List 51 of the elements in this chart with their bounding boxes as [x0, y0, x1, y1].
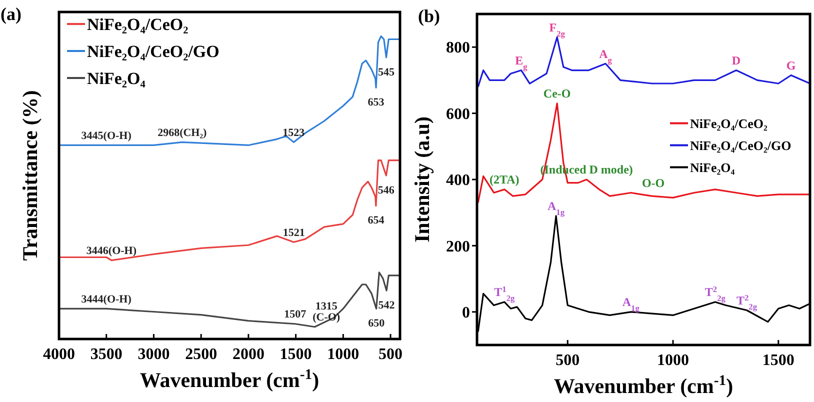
annotation: 3444(O-H): [81, 294, 132, 306]
annotation: 654: [368, 214, 385, 227]
annotation: 1521: [282, 226, 305, 239]
x-tick-label: 2500: [185, 346, 218, 363]
annotation: A$_{1g}$: [548, 199, 566, 217]
x-tick-label: 1500: [280, 346, 312, 363]
annotation: 2968(CH₂): [158, 127, 208, 140]
y-tick-label: 400: [446, 172, 470, 190]
y-tick-label: 600: [446, 106, 470, 123]
annotation: E$_{g}$: [515, 53, 528, 71]
legend-label: NiFe₂O₄: [690, 160, 735, 175]
x-tick-label: 1000: [657, 352, 690, 369]
chart-title: (b): [418, 6, 440, 26]
x-axis-title: Wavenumber (cm$^{-1}$): [554, 373, 734, 398]
x-tick-label: 1500: [762, 352, 794, 369]
legend-label: NiFe₂O₄: [87, 68, 146, 88]
legend-label: NiFe₂O₄/CeO₂: [690, 116, 768, 131]
annotation: F$_{2g}$: [549, 20, 566, 38]
x-tick-label: 2000: [232, 346, 264, 363]
x-tick-label: 1000: [327, 346, 360, 363]
annotation: 1523: [282, 127, 306, 140]
annotation: 3446(O-H): [86, 245, 137, 258]
annotation: (2TA): [490, 172, 520, 187]
y-axis-title: Intensity (a.u): [410, 116, 434, 243]
annotation: A$_{1g}$: [622, 295, 640, 313]
y-tick-label: 800: [446, 40, 470, 57]
x-axis-title: Wavenumber (cm$^{-1}$): [140, 367, 320, 392]
annotation: 542: [378, 299, 396, 312]
legend-label: NiFe₂O₄/CeO₂/GO: [87, 42, 220, 61]
y-tick-label: 0: [462, 304, 470, 322]
x-tick-label: 4000: [43, 346, 75, 363]
annotation: 3445(O-H): [81, 130, 132, 142]
legend-label: NiFe₂O₄/CeO₂: [87, 14, 188, 34]
x-tick-label: 3500: [90, 346, 122, 363]
x-tick-label: 500: [556, 352, 580, 369]
annotation: 653: [368, 96, 385, 109]
annotation: 650: [368, 318, 386, 330]
legend-label: NiFe₂O₄/CeO₂/GO: [690, 138, 792, 153]
annotation: G: [786, 58, 796, 72]
annotation: 546: [378, 184, 395, 196]
x-tick-label: 3000: [138, 346, 170, 363]
chart-title: (a): [0, 4, 22, 24]
y-axis-title: Transmittance (%): [18, 90, 42, 261]
annotation: A$_{g}$: [599, 46, 613, 64]
annotation: O-O: [642, 176, 665, 190]
annotation: 545: [378, 66, 396, 78]
annotation: Ce-O: [543, 86, 571, 101]
annotation: 1507: [284, 308, 307, 321]
y-tick-label: 200: [446, 238, 470, 256]
annotation: D: [732, 53, 741, 68]
x-tick-label: 500: [378, 346, 403, 363]
